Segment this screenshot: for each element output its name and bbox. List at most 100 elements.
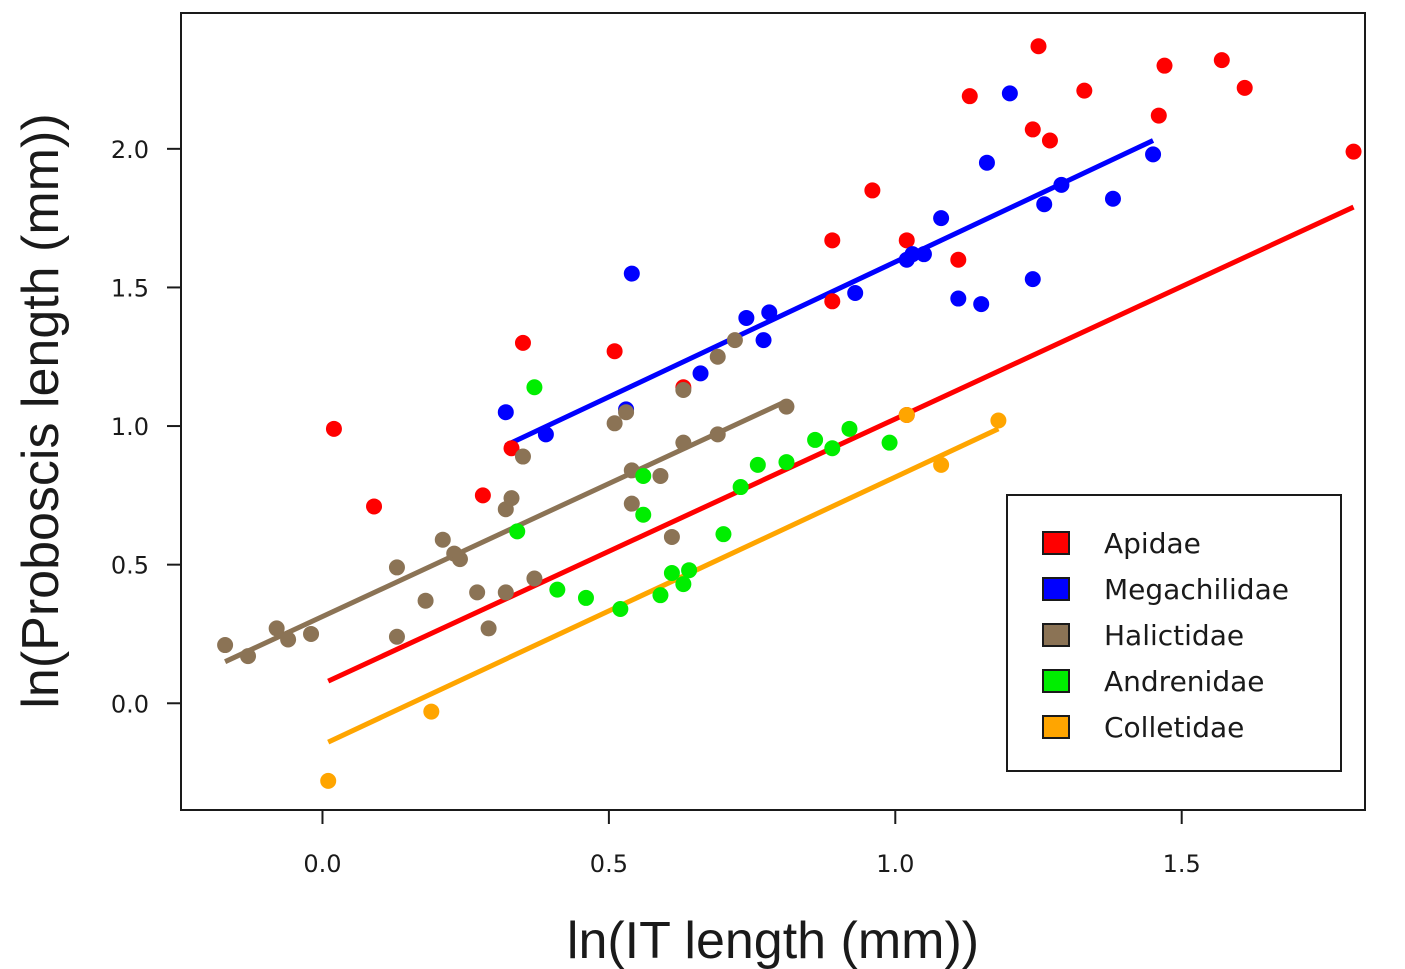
point-halictidae <box>217 637 234 654</box>
point-andrenidae <box>526 379 543 396</box>
legend: Apidae Megachilidae Halictidae Andrenidae Co… <box>1006 494 1342 772</box>
point-colletidae <box>423 703 440 720</box>
legend-swatch-andrenidae <box>1042 669 1070 693</box>
x-tick-label: 0.5 <box>590 850 628 878</box>
data-points <box>217 38 1362 789</box>
point-apidae <box>1076 82 1093 99</box>
y-axis-label: ln(Proboscis length (mm)) <box>12 113 70 708</box>
point-halictidae <box>618 404 635 421</box>
point-andrenidae <box>635 506 652 523</box>
point-andrenidae <box>612 601 629 618</box>
point-megachilidae <box>755 332 772 349</box>
point-halictidae <box>503 490 520 507</box>
point-megachilidae <box>847 284 864 301</box>
y-tick-label: 1.0 <box>111 413 149 441</box>
point-halictidae <box>268 620 285 637</box>
point-apidae <box>366 498 383 515</box>
point-andrenidae <box>841 420 858 437</box>
point-halictidae <box>514 448 531 465</box>
point-halictidae <box>675 382 692 399</box>
x-tick-label: 1.0 <box>876 850 914 878</box>
legend-swatch-apidae <box>1042 531 1070 555</box>
point-apidae <box>606 343 623 360</box>
fit-line-colletidae <box>327 426 1000 745</box>
point-andrenidae <box>577 589 594 606</box>
point-apidae <box>1024 121 1041 138</box>
fit-line-megachilidae <box>504 138 1155 448</box>
point-halictidae <box>623 495 640 512</box>
legend-label-andrenidae: Andrenidae <box>1104 665 1264 698</box>
point-megachilidae <box>1024 271 1041 288</box>
point-apidae <box>325 420 342 437</box>
point-halictidae <box>497 584 514 601</box>
point-apidae <box>824 232 841 249</box>
point-halictidae <box>726 332 743 349</box>
point-apidae <box>1041 132 1058 149</box>
point-andrenidae <box>778 454 795 471</box>
point-halictidae <box>434 531 451 548</box>
point-apidae <box>474 487 491 504</box>
point-megachilidae <box>1036 196 1053 213</box>
point-megachilidae <box>978 154 995 171</box>
point-halictidae <box>652 467 669 484</box>
point-halictidae <box>526 570 543 587</box>
point-halictidae <box>451 551 468 568</box>
point-andrenidae <box>807 431 824 448</box>
point-andrenidae <box>663 564 680 581</box>
point-halictidae <box>303 625 320 642</box>
point-andrenidae <box>881 434 898 451</box>
point-apidae <box>1156 57 1173 74</box>
point-halictidae <box>480 620 497 637</box>
legend-swatch-colletidae <box>1042 715 1070 739</box>
point-apidae <box>1150 107 1167 124</box>
point-megachilidae <box>1145 146 1162 163</box>
legend-swatch-halictidae <box>1042 623 1070 647</box>
y-tick-label: 2.0 <box>111 136 149 164</box>
point-colletidae <box>898 406 915 423</box>
x-tick-label: 1.5 <box>1163 850 1201 878</box>
x-axis-label: ln(IT length (mm)) <box>567 912 979 969</box>
x-axis: 0.0 0.5 1.0 1.5 <box>303 810 1201 878</box>
point-apidae <box>898 232 915 249</box>
point-megachilidae <box>623 265 640 282</box>
point-halictidae <box>240 648 257 665</box>
point-andrenidae <box>635 467 652 484</box>
point-halictidae <box>709 348 726 365</box>
point-apidae <box>503 440 520 457</box>
point-megachilidae <box>915 246 932 263</box>
y-axis: 0.0 0.5 1.0 1.5 2.0 <box>111 136 181 718</box>
point-megachilidae <box>1001 85 1018 102</box>
point-megachilidae <box>761 304 778 321</box>
point-apidae <box>864 182 881 199</box>
point-megachilidae <box>973 296 990 313</box>
point-megachilidae <box>497 404 514 421</box>
point-andrenidae <box>681 562 698 579</box>
point-halictidae <box>388 559 405 576</box>
plot-frame <box>180 12 1366 811</box>
point-apidae <box>961 88 978 105</box>
point-andrenidae <box>732 479 749 496</box>
legend-label-colletidae: Colletidae <box>1104 711 1244 744</box>
point-halictidae <box>778 398 795 415</box>
point-apidae <box>1236 79 1253 96</box>
point-apidae <box>514 334 531 351</box>
point-megachilidae <box>692 365 709 382</box>
point-andrenidae <box>652 587 669 604</box>
point-megachilidae <box>904 246 921 263</box>
legend-label-apidae: Apidae <box>1104 527 1201 560</box>
point-halictidae <box>469 584 486 601</box>
point-andrenidae <box>824 440 841 457</box>
point-apidae <box>1345 143 1362 160</box>
y-tick-label: 1.5 <box>111 274 149 302</box>
legend-swatch-megachilidae <box>1042 577 1070 601</box>
point-megachilidae <box>1104 190 1121 207</box>
point-andrenidae <box>549 581 566 598</box>
point-halictidae <box>280 631 297 648</box>
y-tick-label: 0.0 <box>111 690 149 718</box>
fit-line-apidae <box>327 204 1355 684</box>
y-tick-label: 0.5 <box>111 552 149 580</box>
point-halictidae <box>606 415 623 432</box>
point-colletidae <box>990 412 1007 429</box>
point-halictidae <box>388 628 405 645</box>
point-andrenidae <box>675 576 692 593</box>
